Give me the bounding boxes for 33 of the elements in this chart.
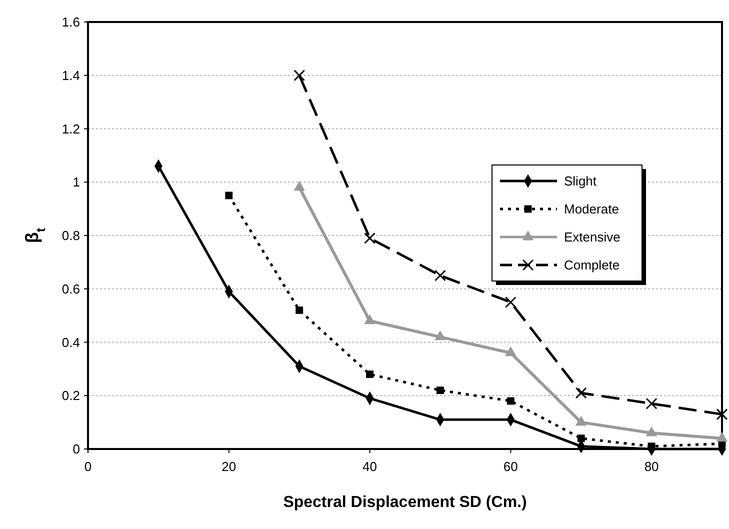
point [716,408,728,420]
x-tick-label: 80 [644,459,659,474]
y-tick-label: 0.6 [62,281,80,296]
x-tick-label: 0 [84,459,92,474]
y-tick-label: 1.6 [62,14,80,30]
y-tick-label: 0.4 [62,334,80,350]
y-tick-label: 0.2 [62,388,80,404]
point [504,296,516,308]
legend-label: Moderate [564,202,619,217]
point [364,232,376,244]
point [575,387,587,399]
point [434,270,446,282]
point [646,398,658,410]
point [436,386,444,394]
point [506,397,514,405]
x-tick-label: 40 [362,459,378,474]
legend-label: Extensive [564,230,620,245]
point [577,434,585,442]
point [296,306,304,314]
y-tick-label: 1.4 [62,68,80,83]
legend-label: Complete [564,258,620,273]
x-tick-label: 60 [503,459,518,474]
y-tick-label: 1.2 [62,121,80,136]
x-tick-label: 20 [222,459,236,474]
point [648,442,656,450]
y-tick-label: 0 [72,442,80,457]
x-axis-title: Spectral Displacement SD (Cm.) [283,494,527,511]
y-tick-label: 0.8 [62,228,80,244]
y-tick-label: 1 [72,174,80,190]
point [294,70,306,82]
legend-label: Slight [564,174,597,189]
point [225,192,233,200]
point [366,370,374,378]
